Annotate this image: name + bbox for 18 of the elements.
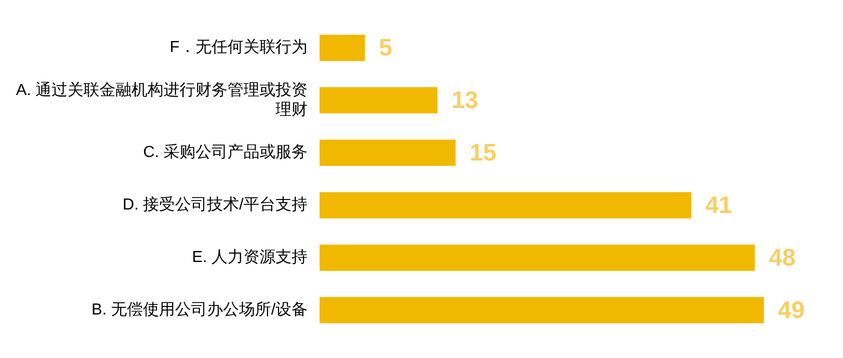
data-label: 41 bbox=[705, 192, 732, 219]
bar bbox=[320, 34, 365, 61]
data-label: 49 bbox=[778, 296, 805, 324]
y-tick-label: F．无任何关联行为 bbox=[170, 38, 308, 56]
y-tick-label: E. 人力资源支持 bbox=[192, 248, 308, 266]
data-label: 48 bbox=[768, 244, 796, 272]
data-label: 13 bbox=[451, 86, 478, 114]
data-label: 5 bbox=[378, 34, 392, 62]
bar bbox=[320, 192, 692, 218]
y-tick-label: A. 通过关联金融机构进行财务管理或投资理财 bbox=[16, 81, 308, 118]
bar bbox=[320, 140, 456, 166]
data-label: 15 bbox=[470, 139, 496, 166]
bar bbox=[320, 244, 755, 271]
y-tick-label: D. 接受公司技术/平台支持 bbox=[122, 196, 308, 214]
y-tick-label: B. 无偿使用公司办公场所/设备 bbox=[92, 300, 308, 319]
bar bbox=[320, 87, 438, 114]
bar bbox=[320, 297, 764, 324]
y-tick-label: C. 采购公司产品或服务 bbox=[143, 143, 308, 162]
